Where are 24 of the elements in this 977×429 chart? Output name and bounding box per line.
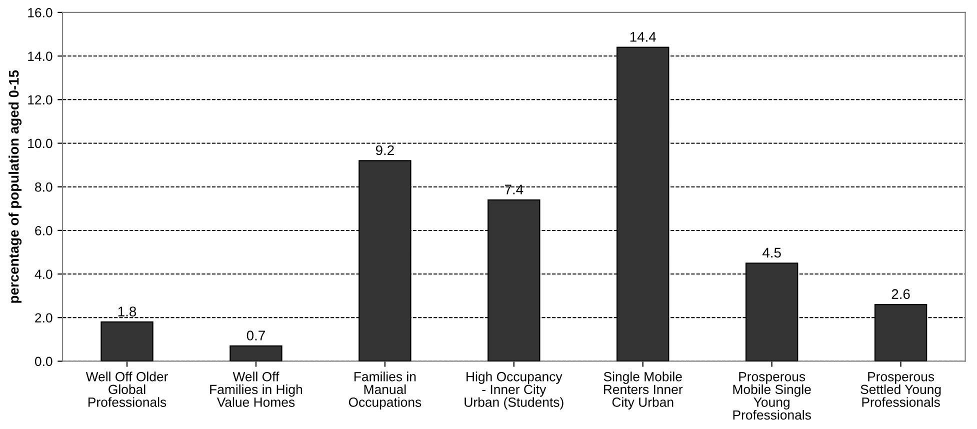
data-label: 0.7: [246, 330, 265, 340]
y-tick-label: 14.0: [28, 52, 52, 61]
data-label: 4.5: [762, 248, 781, 258]
y-tick-label: 12.0: [28, 95, 52, 105]
data-label: 1.8: [118, 306, 136, 316]
x-tick-label: Prosperous Settled Young Professionals: [860, 372, 941, 407]
y-tick-label: 2.0: [35, 313, 52, 323]
x-tick-label: Well Off Families in High Value Homes: [210, 372, 302, 407]
y-tick-label: 0.0: [34, 356, 52, 366]
data-label: 9.2: [376, 145, 394, 156]
x-tick-label: Prosperous Mobile Single Young Professionals: [733, 372, 811, 420]
y-axis-title: percentage of population aged 0-15: [8, 70, 22, 303]
y-tick-label: 10.0: [28, 138, 52, 148]
data-label: 2.6: [892, 289, 910, 300]
x-tick-label: Single Mobile Renters Inner City Urban: [604, 372, 683, 410]
x-tick-label: Families in Manual Occupations: [348, 372, 422, 410]
y-tick-label: 4.0: [34, 270, 52, 279]
data-label: 14.4: [630, 32, 656, 42]
y-tick-label: 16.0: [28, 8, 52, 18]
data-label: 7.4: [504, 184, 524, 194]
x-tick-label: Well Off Older Global Professionals: [86, 372, 168, 407]
y-tick-label: 8.0: [35, 182, 52, 192]
x-tick-label: High Occupancy - Inner City Urban (Students): [464, 372, 564, 410]
y-tick-label: 6.0: [35, 226, 52, 236]
